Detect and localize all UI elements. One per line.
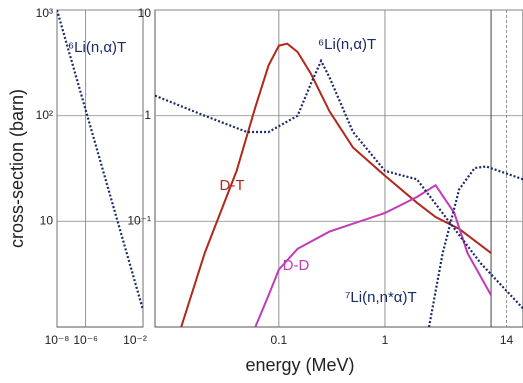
series-label: ⁶Li(n,α)T — [68, 39, 126, 56]
x-tick-label: 10⁻⁸ — [45, 333, 70, 347]
y-axis-label: cross-section (barn) — [7, 89, 27, 248]
series-line — [155, 58, 523, 310]
series-label: ⁶Li(n,α)T — [318, 36, 376, 53]
y-tick-label: 10⁻¹ — [127, 214, 151, 228]
series-label: ⁷Li(n,n*α)T — [345, 289, 417, 306]
y-tick-label: 1 — [144, 108, 151, 122]
x-tick-label: 10⁻² — [123, 333, 147, 347]
y-tick-label: 10³ — [36, 6, 53, 20]
x-tick-label: 14 — [500, 333, 514, 347]
series-line — [180, 42, 492, 327]
y-tick-label: 10 — [138, 6, 152, 20]
y-tick-label: 10² — [36, 108, 53, 122]
series-line — [254, 183, 492, 327]
y-tick-label: 10 — [40, 214, 54, 228]
series-label: D-D — [283, 257, 310, 274]
plot-frame — [154, 9, 523, 328]
series-line — [427, 165, 523, 327]
x-axis-label: energy (MeV) — [245, 355, 354, 375]
x-tick-label: 1 — [382, 333, 389, 347]
x-tick-label: 0.1 — [271, 333, 288, 347]
x-tick-label: 10⁻⁶ — [73, 333, 98, 347]
series-label: D-T — [220, 177, 245, 194]
